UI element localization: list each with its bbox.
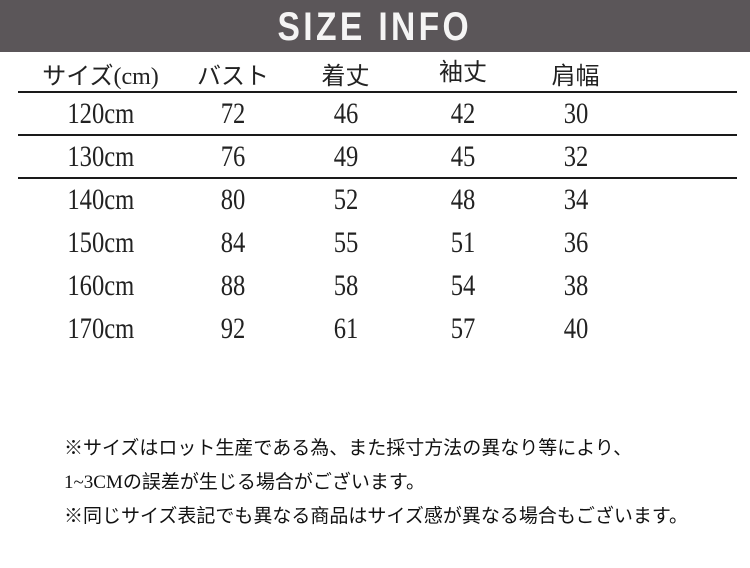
shoulder-cell: 32 (563, 139, 588, 173)
shoulder-cell: 34 (563, 183, 588, 216)
size-cell: 170cm (67, 311, 134, 345)
table-row: 170cm 92 61 57 40 (18, 307, 737, 350)
bust-cell: 76 (220, 139, 246, 173)
size-cell: 130cm (67, 139, 134, 173)
bust-cell: 88 (220, 268, 246, 302)
table-row: 130cm 76 49 45 32 (18, 135, 737, 178)
size-cell: 140cm (67, 183, 134, 216)
sleeve-cell: 45 (450, 139, 476, 173)
sleeve-cell: 54 (450, 268, 476, 302)
spacer-cell (633, 135, 737, 178)
size-cell: 160cm (67, 268, 134, 302)
note-lot-production: ※サイズはロット生産である為、また採寸方法の異なり等により、 (64, 438, 633, 459)
column-header-sleeve: 袖丈 (408, 55, 518, 92)
length-cell: 61 (333, 311, 358, 345)
sleeve-cell: 57 (450, 311, 476, 345)
spacer-cell (633, 178, 737, 221)
size-disclaimer-notes: ※サイズはロット生産である為、また採寸方法の異なり等により、 1~3CMの誤差が… (64, 432, 724, 534)
spacer-cell (633, 92, 737, 135)
shoulder-cell: 40 (563, 311, 588, 345)
column-header-sleeve-label: 袖丈 (439, 59, 487, 86)
length-cell: 52 (333, 183, 358, 216)
length-cell: 58 (333, 268, 358, 302)
shoulder-cell: 36 (563, 225, 588, 259)
spacer-cell (633, 221, 737, 264)
note-tolerance: 1~3CMの誤差が生じる場合がございます。 (64, 472, 425, 493)
size-cell: 150cm (67, 225, 134, 259)
bust-cell: 80 (220, 183, 246, 216)
sleeve-cell: 42 (450, 96, 476, 130)
column-header-length: 着丈 (321, 63, 370, 90)
bust-cell: 72 (220, 96, 246, 130)
length-cell: 46 (333, 96, 358, 130)
length-cell: 55 (333, 225, 358, 259)
table-row: 150cm 84 55 51 36 (18, 221, 737, 264)
size-chart-table: サイズ(cm) バスト 着丈 袖丈 肩幅 120cm 72 46 42 30 1… (18, 55, 737, 350)
bust-cell: 84 (220, 225, 246, 259)
shoulder-cell: 30 (563, 96, 588, 130)
table-row: 140cm 80 52 48 34 (18, 178, 737, 221)
spacer-cell (633, 264, 737, 307)
column-header-bust: バスト (197, 63, 269, 90)
length-cell: 49 (333, 139, 358, 173)
table-row: 120cm 72 46 42 30 (18, 92, 737, 135)
shoulder-cell: 38 (563, 268, 588, 302)
bust-cell: 92 (220, 311, 246, 345)
column-header-spacer (633, 55, 737, 92)
sleeve-cell: 48 (450, 183, 476, 216)
sleeve-cell: 51 (450, 225, 476, 259)
table-row: 160cm 88 58 54 38 (18, 264, 737, 307)
page-title: SIZE INFO (277, 5, 473, 49)
column-header-size: サイズ(cm) (42, 63, 159, 90)
note-size-feel: ※同じサイズ表記でも異なる商品はサイズ感が異なる場合もございます。 (64, 506, 688, 527)
size-cell: 120cm (67, 96, 134, 130)
column-header-shoulder: 肩幅 (551, 63, 600, 90)
spacer-cell (633, 307, 737, 350)
table-header-row: サイズ(cm) バスト 着丈 袖丈 肩幅 (18, 55, 737, 92)
size-info-banner: SIZE INFO (0, 0, 750, 52)
